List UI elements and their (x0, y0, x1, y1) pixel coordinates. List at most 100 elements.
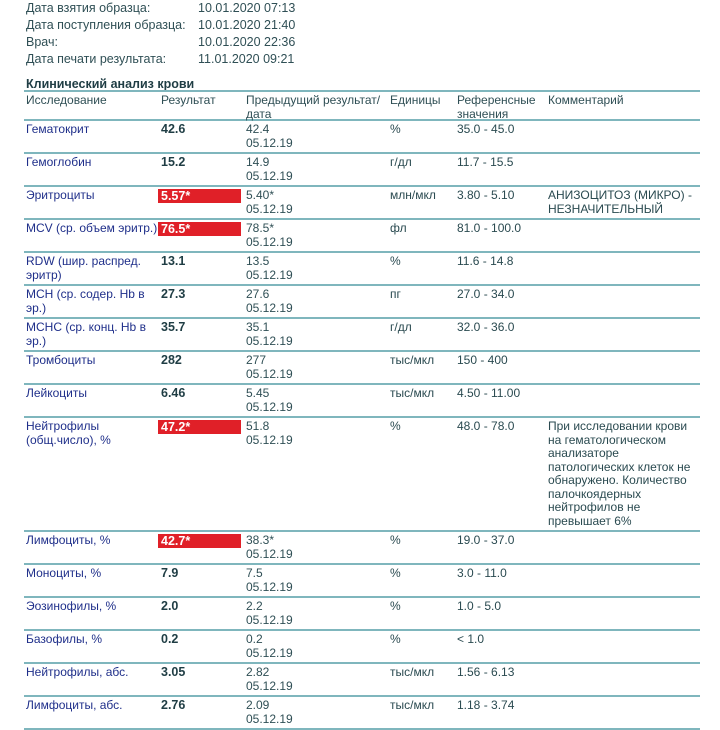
units: % (390, 599, 401, 613)
reference-range: 11.7 - 15.5 (457, 155, 514, 169)
result-value-flagged: 76.5* (158, 222, 245, 249)
previous-result: 42.4 05.12.19 (245, 122, 387, 150)
header-units: Единицы (390, 93, 441, 107)
result-value-text: 27.3 (161, 287, 186, 301)
comment (545, 534, 700, 561)
table-row: Тромбоциты 282 277 05.12.19 тыс/мкл 150 - 400 (24, 352, 700, 385)
units: тыс/мкл (390, 665, 435, 679)
test-name: Нейтрофилы, абс. (26, 665, 129, 679)
comment (545, 633, 700, 660)
units: тыс/мкл (390, 386, 435, 400)
reference-range: 3.0 - 11.0 (457, 566, 507, 580)
test-name: Гемоглобин (26, 155, 92, 169)
units: % (390, 533, 401, 547)
result-value: 2.0 (158, 599, 245, 627)
previous-value: 13.5 (246, 254, 270, 268)
print-date-row: Дата печати результата: 11.01.2020 09:21 (26, 51, 295, 68)
result-value-text: 6.46 (161, 386, 186, 400)
units: млн/мкл (390, 188, 436, 202)
sample-taken-row: Дата взятия образца: 10.01.2020 07:13 (26, 0, 295, 17)
table-header: Исследование Результат Предыдущий резуль… (24, 92, 700, 121)
table-row: Гемоглобин 15.2 14.9 05.12.19 г/дл 11.7 - 15.… (24, 154, 700, 187)
result-value: 6.46 (158, 386, 245, 414)
previous-result: 7.5 05.12.19 (245, 566, 387, 594)
units: % (390, 254, 401, 268)
table-row: Эритроциты 5.57* 5.40* 05.12.19 млн/мкл 3.80 … (24, 187, 700, 220)
result-value-text: 13.1 (161, 254, 186, 268)
value: 10.01.2020 07:13 (198, 1, 296, 15)
units: тыс/мкл (390, 698, 435, 712)
previous-value: 51.8 (246, 419, 270, 433)
previous-date: 05.12.19 (246, 579, 293, 594)
table-row: Лимфоциты, абс. 2.76 2.09 05.12.19 тыс/мкл 1.… (24, 697, 700, 730)
previous-result: 51.8 05.12.19 (245, 419, 387, 528)
value: 11.01.2020 09:21 (198, 52, 295, 66)
previous-value: 277 (246, 353, 267, 367)
previous-date: 05.12.19 (246, 711, 293, 726)
previous-value: 2.82 (246, 665, 270, 679)
label: Дата печати результата: (26, 52, 167, 66)
table-row: MCH (ср. содер. Hb в эр.) 27.3 27.6 05.12.1… (24, 286, 700, 319)
units: % (390, 122, 401, 136)
result-value-text: 42.6 (161, 122, 186, 136)
result-value: 15.2 (158, 155, 245, 183)
table-row: Базофилы, % 0.2 0.2 05.12.19% < 1.0 (24, 631, 700, 664)
test-name: Эозинофилы, % (26, 599, 117, 613)
reference-range: 1.56 - 6.13 (457, 665, 515, 679)
result-value: 13.1 (158, 254, 245, 282)
table-row: MCHC (ср. конц. Hb в эр.) 35.7 35.1 05.12.1… (24, 319, 700, 352)
header-comment: Комментарий (548, 93, 624, 107)
comment: АНИЗОЦИТОЗ (МИКРО) - НЕЗНАЧИТЕЛЬНЫЙ (548, 188, 692, 216)
comment (545, 387, 700, 414)
units: пг (390, 287, 401, 301)
previous-date: 05.12.19 (246, 366, 293, 381)
result-value-text: 2.76 (161, 698, 186, 712)
previous-date: 05.12.19 (246, 645, 293, 660)
reference-range: 1.0 - 5.0 (457, 599, 502, 613)
previous-value: 0.2 (246, 632, 263, 646)
previous-value: 42.4 (246, 122, 270, 136)
comment (545, 288, 700, 315)
reference-range: 1.18 - 3.74 (457, 698, 515, 712)
result-value-text: 282 (161, 353, 182, 367)
result-value-flagged: 42.7* (158, 534, 245, 561)
test-name: Нейтрофилы (общ.число), % (26, 419, 111, 447)
result-value-flagged: 47.2* (158, 420, 245, 528)
result-value: 42.6 (158, 122, 245, 150)
reference-range: 3.80 - 5.10 (457, 188, 515, 202)
previous-result: 277 05.12.19 (245, 353, 387, 381)
previous-date: 05.12.19 (246, 168, 293, 183)
reference-range: 4.50 - 11.00 (457, 386, 521, 400)
test-name: Лимфоциты, абс. (26, 698, 123, 712)
result-value-flagged: 5.57* (158, 189, 245, 216)
previous-date: 05.12.19 (246, 333, 293, 348)
comment (545, 156, 700, 183)
sample-received-row: Дата поступления образца: 10.01.2020 21:4… (26, 17, 295, 34)
units: г/дл (390, 320, 412, 334)
previous-result: 78.5* 05.12.19 (245, 221, 387, 249)
value: 10.01.2020 21:40 (198, 18, 296, 32)
result-value-text: 2.0 (161, 599, 179, 613)
label: Врач: (26, 35, 58, 49)
previous-value: 7.5 (246, 566, 263, 580)
previous-result: 38.3* 05.12.19 (245, 533, 387, 561)
previous-value: 35.1 (246, 320, 270, 334)
comment (545, 600, 700, 627)
result-value: 35.7 (158, 320, 245, 348)
test-name: Моноциты, % (26, 566, 102, 580)
result-value: 7.9 (158, 566, 245, 594)
table-row: Эозинофилы, % 2.0 2.2 05.12.19% 1.0 - 5.0 (24, 598, 700, 631)
table-row: Нейтрофилы, абс. 3.05 2.82 05.12.19 тыс/мкл 1… (24, 664, 700, 697)
result-value: 0.2 (158, 632, 245, 660)
units: % (390, 632, 401, 646)
results-table: Исследование Результат Предыдущий резуль… (24, 90, 700, 730)
value: 10.01.2020 22:36 (198, 35, 296, 49)
table-row: Лейкоциты 6.46 5.45 05.12.19 тыс/мкл 4.50 - 1… (24, 385, 700, 418)
reference-range: 32.0 - 36.0 (457, 320, 515, 334)
previous-value: 5.40* (246, 188, 275, 202)
previous-date: 05.12.19 (246, 399, 293, 414)
previous-result: 27.6 05.12.19 (245, 287, 387, 315)
comment (545, 255, 700, 282)
previous-date: 05.12.19 (246, 201, 293, 216)
result-value: 3.05 (158, 665, 245, 693)
